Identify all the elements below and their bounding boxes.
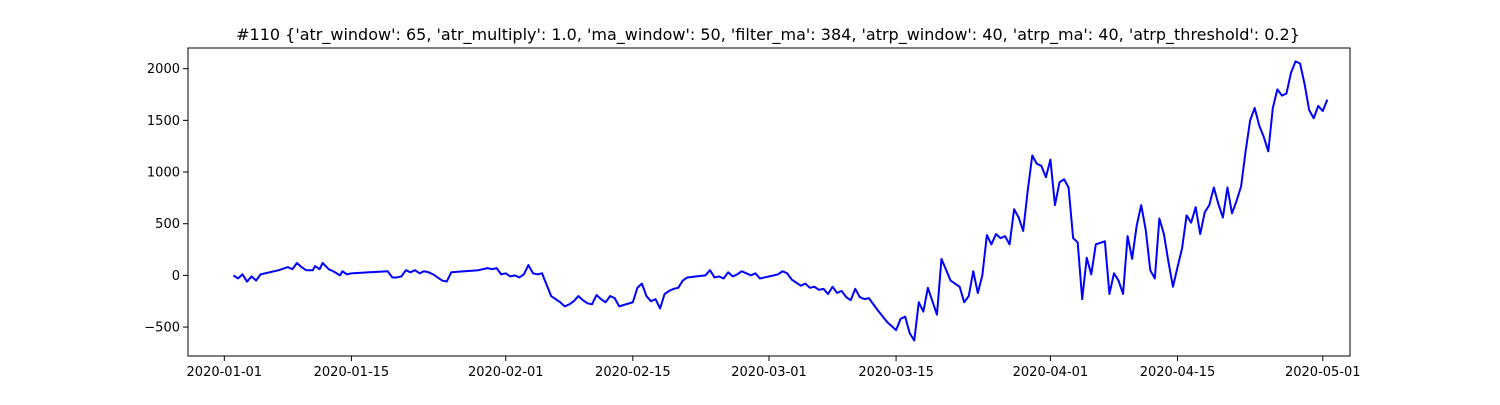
y-tick-label: 500 <box>155 217 180 232</box>
x-tick-label: 2020-02-15 <box>595 365 671 380</box>
x-tick-label: 2020-03-01 <box>731 365 807 380</box>
plot-frame <box>187 47 1351 357</box>
x-tick-label: 2020-04-15 <box>1140 365 1216 380</box>
x-tick-label: 2020-01-15 <box>314 365 390 380</box>
y-tick-label: 1000 <box>147 166 180 181</box>
x-tick-label: 2020-04-01 <box>1013 365 1089 380</box>
chart-title: #110 {'atr_window': 65, 'atr_multiply': … <box>236 25 1300 45</box>
x-tick-label: 2020-01-01 <box>187 365 263 380</box>
y-tick-label: 2000 <box>147 62 180 77</box>
x-tick-label: 2020-05-01 <box>1285 365 1361 380</box>
y-tick-label: 1500 <box>147 114 180 129</box>
axis-ticks: 2020-01-01 2020-01-15 2020-02-01 2020-02-15… <box>144 62 1360 380</box>
y-tick-label: 0 <box>172 269 180 284</box>
x-tick-label: 2020-03-15 <box>858 365 934 380</box>
series-line <box>232 60 1329 342</box>
y-tick-label: −500 <box>144 321 180 336</box>
x-tick-label: 2020-02-01 <box>468 365 544 380</box>
